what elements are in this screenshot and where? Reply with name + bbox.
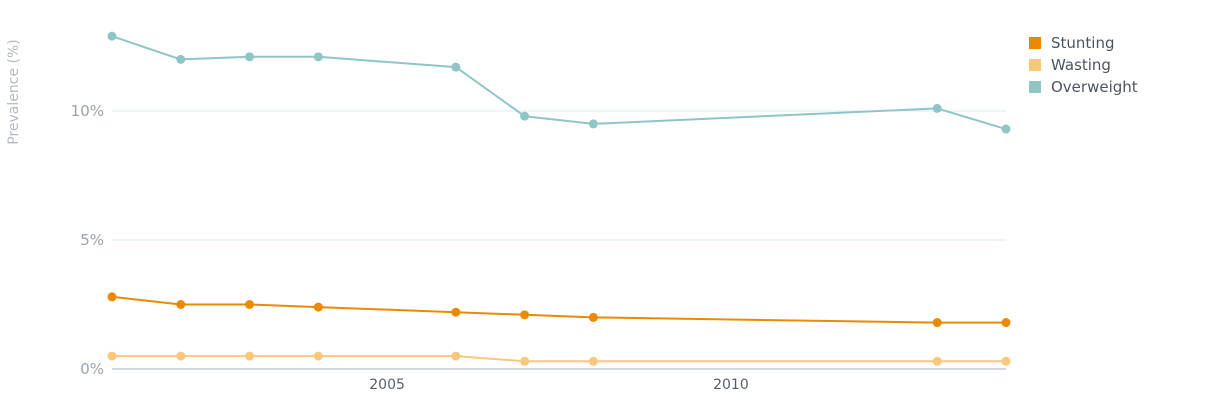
x-tick-label: 2010 bbox=[713, 377, 749, 393]
x-tick-label: 2005 bbox=[369, 377, 405, 393]
data-point-overweight[interactable] bbox=[313, 52, 323, 62]
data-point-wasting[interactable] bbox=[245, 351, 255, 361]
data-point-overweight[interactable] bbox=[176, 54, 186, 64]
grid-lines bbox=[112, 110, 1006, 241]
y-tick-label: 10% bbox=[71, 102, 104, 120]
legend-swatch-wasting bbox=[1029, 59, 1041, 71]
data-point-stunting[interactable] bbox=[176, 300, 186, 309]
data-point-overweight[interactable] bbox=[520, 111, 530, 121]
data-point-overweight[interactable] bbox=[1001, 124, 1011, 134]
data-point-wasting[interactable] bbox=[1001, 356, 1011, 366]
legend-swatch-stunting bbox=[1029, 37, 1041, 49]
legend: Stunting Wasting Overweight bbox=[1029, 34, 1138, 96]
series-line-overweight bbox=[111, 35, 1007, 131]
y-tick-label: 5% bbox=[80, 231, 104, 249]
data-point-wasting[interactable] bbox=[932, 356, 942, 366]
axes: 0% 5% 10% 2005 2010 bbox=[71, 102, 1006, 393]
legend-label-stunting[interactable]: Stunting bbox=[1051, 34, 1115, 52]
series-line-stunting bbox=[111, 295, 1006, 324]
series-lines bbox=[107, 31, 1011, 366]
data-point-overweight[interactable] bbox=[245, 52, 255, 62]
data-point-stunting[interactable] bbox=[245, 300, 255, 309]
y-tick-label: 0% bbox=[80, 360, 104, 378]
data-point-wasting[interactable] bbox=[588, 356, 598, 366]
data-point-stunting[interactable] bbox=[588, 312, 598, 322]
data-point-stunting[interactable] bbox=[107, 292, 117, 302]
data-point-wasting[interactable] bbox=[451, 351, 461, 361]
legend-label-wasting[interactable]: Wasting bbox=[1051, 56, 1111, 74]
legend-label-overweight[interactable]: Overweight bbox=[1051, 78, 1138, 96]
data-point-overweight[interactable] bbox=[107, 31, 117, 41]
data-point-wasting[interactable] bbox=[107, 351, 117, 361]
data-point-overweight[interactable] bbox=[588, 119, 598, 129]
data-point-wasting[interactable] bbox=[520, 356, 530, 366]
data-point-stunting[interactable] bbox=[520, 310, 530, 320]
data-point-overweight[interactable] bbox=[451, 62, 461, 72]
legend-swatch-overweight bbox=[1029, 81, 1041, 93]
data-point-stunting[interactable] bbox=[313, 302, 323, 312]
data-point-overweight[interactable] bbox=[932, 103, 942, 113]
y-axis-title: Prevalence (%) bbox=[6, 39, 22, 145]
data-point-stunting[interactable] bbox=[1001, 318, 1011, 328]
data-point-wasting[interactable] bbox=[313, 351, 323, 361]
data-point-stunting[interactable] bbox=[451, 307, 461, 317]
data-point-stunting[interactable] bbox=[932, 318, 942, 328]
data-point-wasting[interactable] bbox=[176, 351, 186, 361]
